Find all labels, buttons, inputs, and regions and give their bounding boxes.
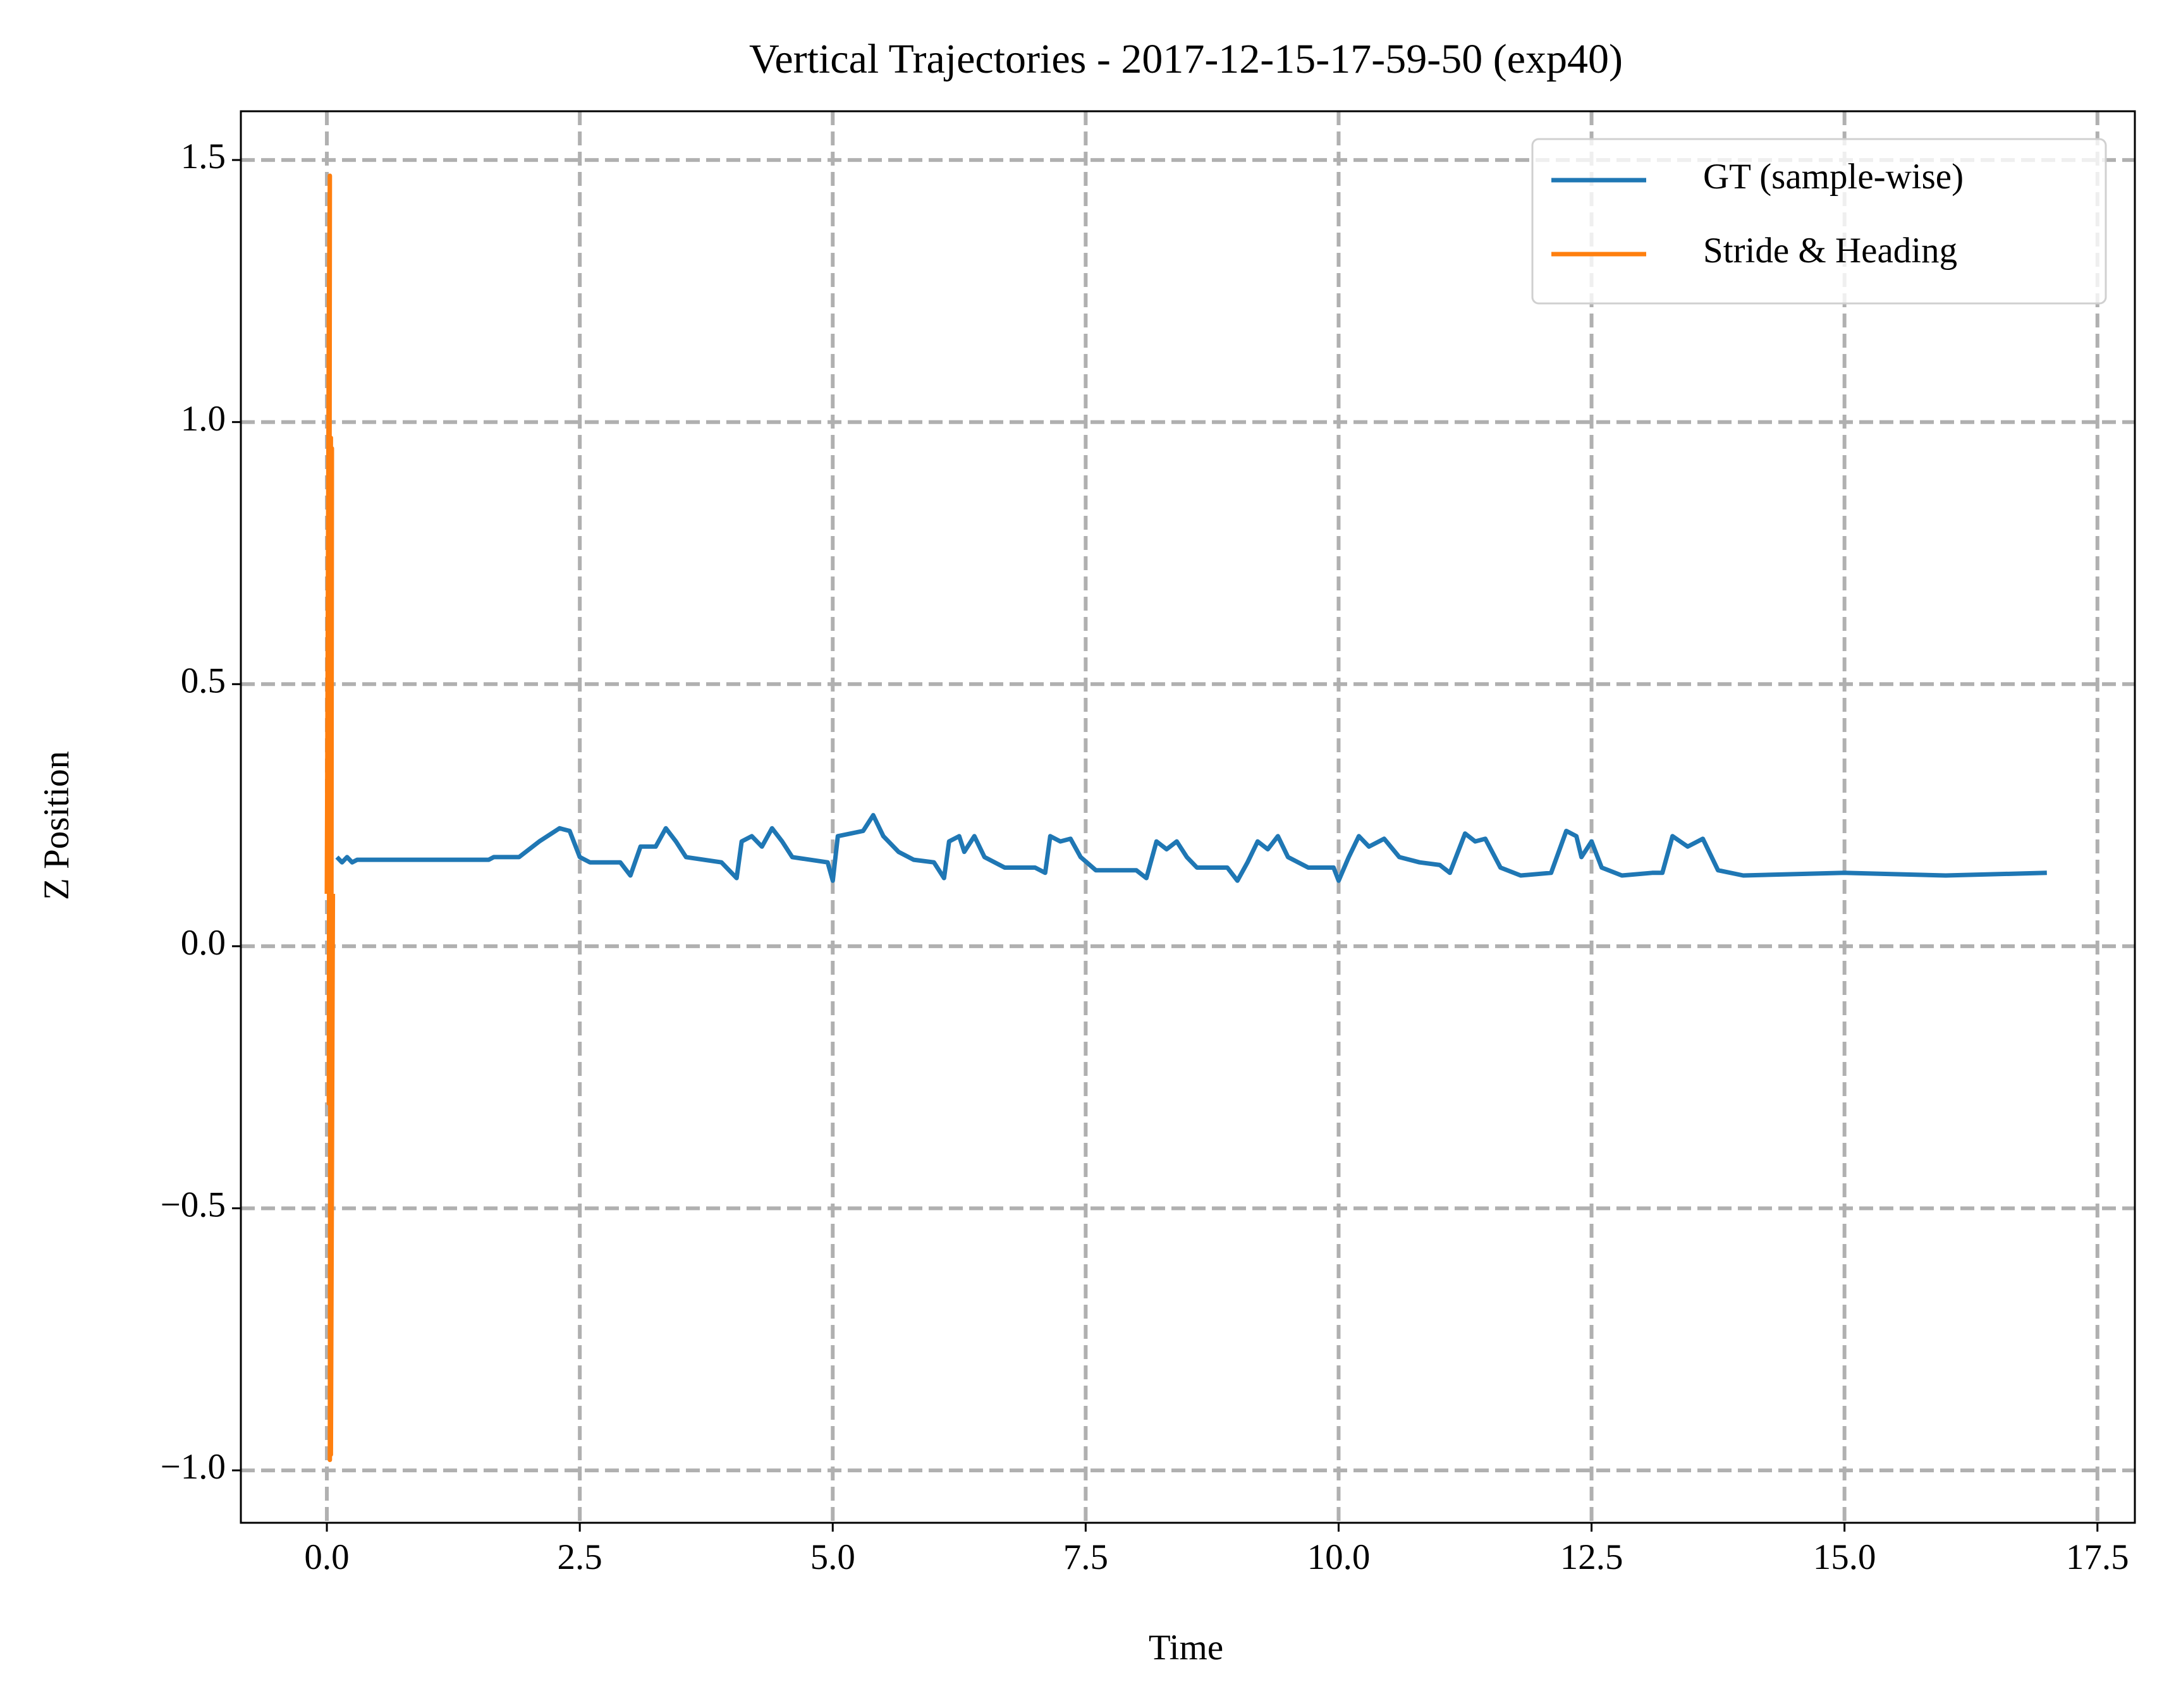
x-axis-label: Time [1149,1628,1223,1668]
x-tick-label: 2.5 [558,1537,602,1577]
x-tick-label: 12.5 [1560,1537,1623,1577]
y-tick-label: 0.5 [181,661,226,700]
x-tick-label: 7.5 [1063,1537,1108,1577]
x-tick-label: 15.0 [1813,1537,1876,1577]
y-tick-label: 1.5 [181,137,226,176]
series-line [335,813,2047,883]
y-axis-label: Z Position [37,751,76,900]
legend-box [1531,138,2107,305]
chart-title: Vertical Trajectories - 2017-12-15-17-59… [749,36,1623,82]
y-tick-label: 1.0 [181,399,226,439]
x-tick-label: 10.0 [1307,1537,1371,1577]
legend-label: Stride & Heading [1703,231,1957,271]
x-tick-label: 17.5 [2066,1537,2129,1577]
legend-label: GT (sample-wise) [1703,157,1964,197]
x-tick-label: 0.0 [304,1537,349,1577]
series-line [324,173,336,1462]
y-tick-label: −0.5 [161,1185,226,1225]
y-tick-label: −1.0 [161,1447,226,1487]
x-tick-label: 5.0 [810,1537,855,1577]
y-tick-label: 0.0 [181,923,226,963]
plot-frame [240,110,2136,1524]
